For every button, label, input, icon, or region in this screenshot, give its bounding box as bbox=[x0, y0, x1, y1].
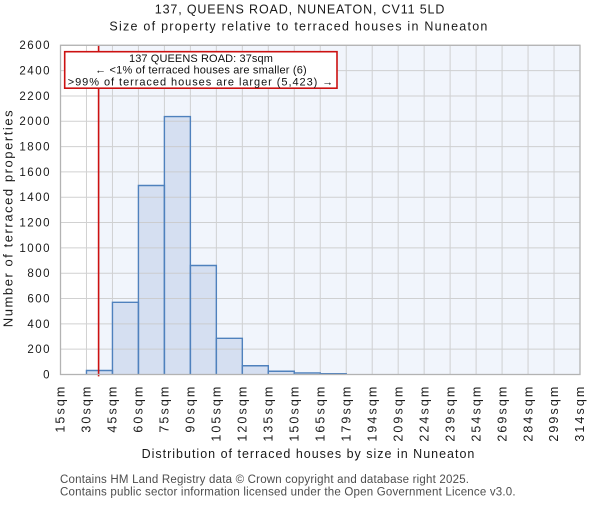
svg-text:165sqm: 165sqm bbox=[313, 385, 327, 442]
svg-text:2400: 2400 bbox=[19, 66, 51, 78]
svg-text:1800: 1800 bbox=[19, 141, 51, 153]
svg-text:400: 400 bbox=[27, 319, 51, 331]
svg-text:← <1% of terraced houses are s: ← <1% of terraced houses are smaller (6) bbox=[95, 65, 307, 77]
svg-text:2200: 2200 bbox=[19, 91, 51, 103]
svg-text:105sqm: 105sqm bbox=[210, 385, 224, 442]
svg-text:269sqm: 269sqm bbox=[495, 385, 509, 442]
svg-text:239sqm: 239sqm bbox=[443, 385, 457, 442]
svg-text:314sqm: 314sqm bbox=[573, 385, 587, 442]
svg-text:60sqm: 60sqm bbox=[132, 385, 146, 433]
svg-text:Distribution of terraced house: Distribution of terraced houses by size … bbox=[142, 447, 476, 461]
svg-text:Size of property relative to t: Size of property relative to terraced ho… bbox=[109, 20, 488, 34]
svg-text:800: 800 bbox=[27, 268, 51, 280]
svg-text:Contains public sector informa: Contains public sector information licen… bbox=[60, 487, 516, 499]
svg-text:90sqm: 90sqm bbox=[184, 385, 198, 433]
svg-text:0: 0 bbox=[43, 369, 51, 381]
svg-text:284sqm: 284sqm bbox=[521, 385, 535, 442]
svg-text:2600: 2600 bbox=[19, 40, 51, 52]
svg-text:209sqm: 209sqm bbox=[391, 385, 405, 442]
svg-text:Contains HM Land Registry data: Contains HM Land Registry data © Crown c… bbox=[60, 474, 469, 486]
svg-text:45sqm: 45sqm bbox=[106, 385, 120, 433]
svg-text:Number of terraced properties: Number of terraced properties bbox=[1, 109, 16, 327]
svg-text:75sqm: 75sqm bbox=[158, 385, 172, 433]
svg-text:137 QUEENS ROAD: 37sqm: 137 QUEENS ROAD: 37sqm bbox=[129, 53, 273, 65]
svg-text:299sqm: 299sqm bbox=[547, 385, 561, 442]
svg-text:30sqm: 30sqm bbox=[80, 385, 94, 433]
svg-text:150sqm: 150sqm bbox=[287, 385, 301, 442]
svg-text:120sqm: 120sqm bbox=[236, 385, 250, 442]
svg-text:1600: 1600 bbox=[19, 167, 51, 179]
svg-text:200: 200 bbox=[27, 344, 51, 356]
svg-text:224sqm: 224sqm bbox=[417, 385, 431, 442]
svg-text:1000: 1000 bbox=[19, 243, 51, 255]
svg-text:600: 600 bbox=[27, 293, 51, 305]
svg-text:1200: 1200 bbox=[19, 217, 51, 229]
svg-text:135sqm: 135sqm bbox=[262, 385, 276, 442]
svg-text:137, QUEENS ROAD, NUNEATON, CV: 137, QUEENS ROAD, NUNEATON, CV11 5LD bbox=[155, 2, 445, 16]
svg-text:15sqm: 15sqm bbox=[54, 385, 68, 433]
svg-text:254sqm: 254sqm bbox=[469, 385, 483, 442]
svg-text:194sqm: 194sqm bbox=[365, 385, 379, 442]
svg-text:179sqm: 179sqm bbox=[339, 385, 353, 442]
svg-text:1400: 1400 bbox=[19, 192, 51, 204]
svg-text:2000: 2000 bbox=[19, 116, 51, 128]
svg-text:>99% of terraced houses are la: >99% of terraced houses are larger (5,42… bbox=[68, 76, 335, 88]
